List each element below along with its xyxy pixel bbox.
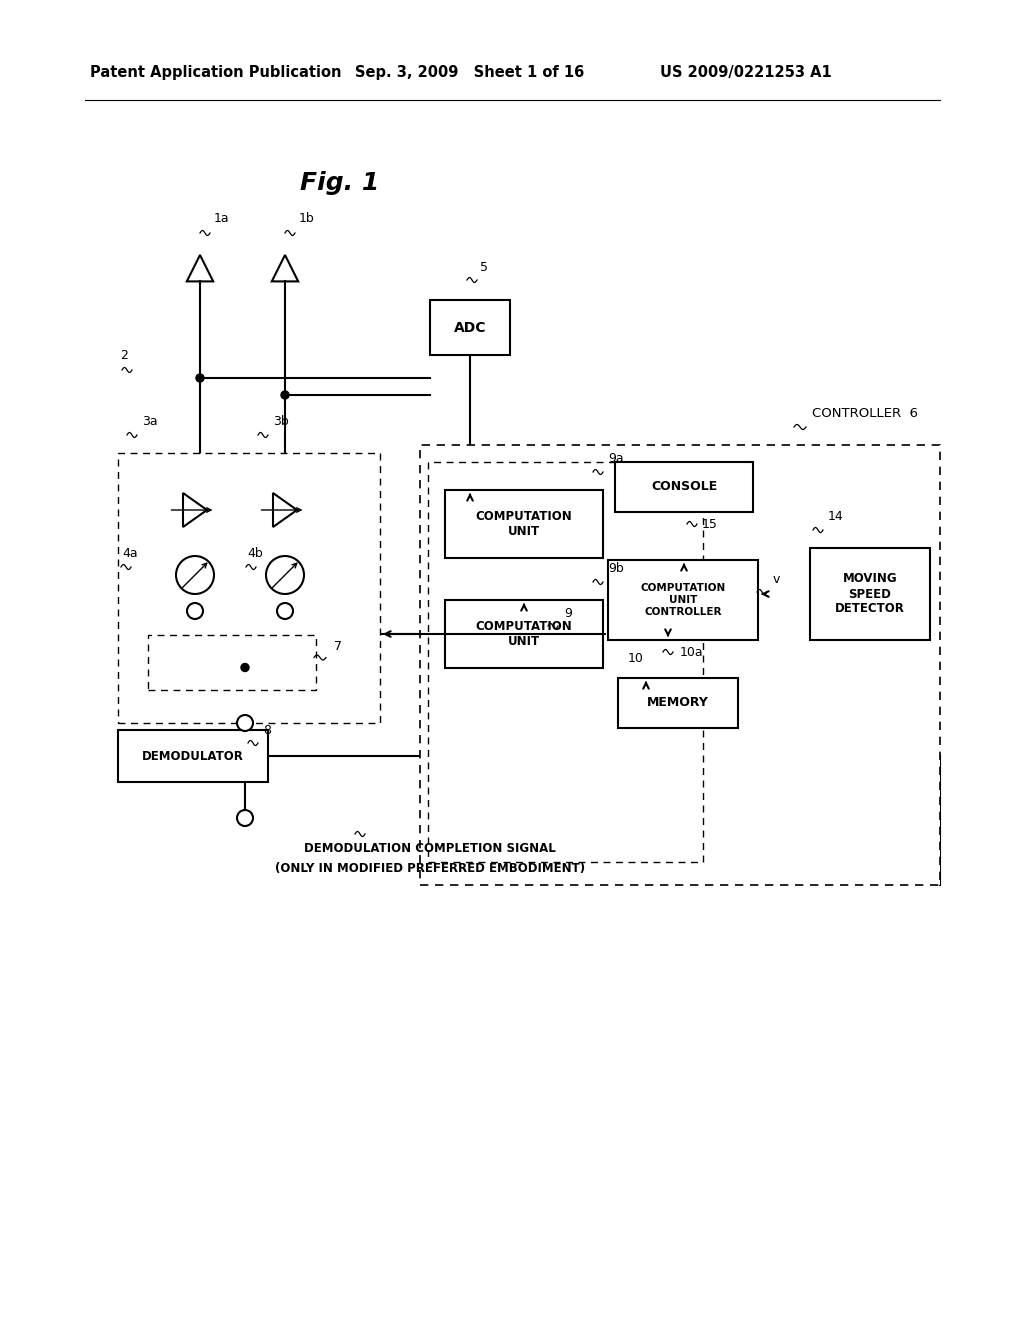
Text: v: v (773, 573, 780, 586)
Text: 9a: 9a (608, 451, 624, 465)
Text: ADC: ADC (454, 321, 486, 334)
Text: Patent Application Publication: Patent Application Publication (90, 65, 341, 81)
Text: 3a: 3a (142, 414, 158, 428)
Bar (428, 462, 703, 862)
Text: 4a: 4a (122, 546, 137, 560)
Text: US 2009/0221253 A1: US 2009/0221253 A1 (660, 65, 831, 81)
Text: 14: 14 (828, 510, 844, 523)
Text: DEMODULATOR: DEMODULATOR (142, 750, 244, 763)
Text: 1b: 1b (299, 213, 314, 224)
Bar (118, 453, 380, 723)
Text: DEMODULATION COMPLETION SIGNAL: DEMODULATION COMPLETION SIGNAL (304, 842, 556, 855)
Bar (430, 300, 510, 355)
Text: Fig. 1: Fig. 1 (300, 172, 379, 195)
Circle shape (196, 374, 204, 381)
Text: MOVING
SPEED
DETECTOR: MOVING SPEED DETECTOR (835, 573, 905, 615)
Text: (ONLY IN MODIFIED PREFERRED EMBODIMENT): (ONLY IN MODIFIED PREFERRED EMBODIMENT) (274, 862, 585, 875)
Text: 15: 15 (702, 517, 718, 531)
Bar (118, 730, 268, 781)
Text: 10a: 10a (680, 645, 703, 659)
Circle shape (237, 810, 253, 826)
Bar (810, 548, 930, 640)
Bar (618, 678, 738, 729)
Bar (420, 445, 940, 884)
Text: 7: 7 (334, 639, 342, 652)
Bar (608, 560, 758, 640)
Circle shape (237, 715, 253, 731)
Text: 2: 2 (120, 348, 128, 362)
Text: 5: 5 (480, 261, 488, 275)
Text: 4b: 4b (247, 546, 263, 560)
Text: COMPUTATION
UNIT: COMPUTATION UNIT (475, 510, 572, 539)
Bar (615, 462, 753, 512)
Circle shape (187, 603, 203, 619)
Circle shape (241, 664, 249, 672)
Circle shape (281, 391, 289, 399)
Bar (445, 601, 603, 668)
Text: 8: 8 (263, 723, 271, 737)
Circle shape (278, 603, 293, 619)
Text: Sep. 3, 2009   Sheet 1 of 16: Sep. 3, 2009 Sheet 1 of 16 (355, 65, 585, 81)
Text: MEMORY: MEMORY (647, 697, 709, 710)
Text: 1a: 1a (214, 213, 229, 224)
Text: COMPUTATION
UNIT: COMPUTATION UNIT (475, 620, 572, 648)
Text: 3b: 3b (273, 414, 289, 428)
Text: CONTROLLER  6: CONTROLLER 6 (812, 407, 918, 420)
Bar (445, 490, 603, 558)
Text: 9b: 9b (608, 562, 624, 576)
Text: CONSOLE: CONSOLE (651, 480, 717, 494)
Bar (148, 635, 316, 690)
Text: 9: 9 (564, 607, 571, 620)
Circle shape (176, 556, 214, 594)
Circle shape (266, 556, 304, 594)
Text: COMPUTATION
UNIT
CONTROLLER: COMPUTATION UNIT CONTROLLER (640, 583, 726, 616)
Text: 10: 10 (628, 652, 644, 665)
